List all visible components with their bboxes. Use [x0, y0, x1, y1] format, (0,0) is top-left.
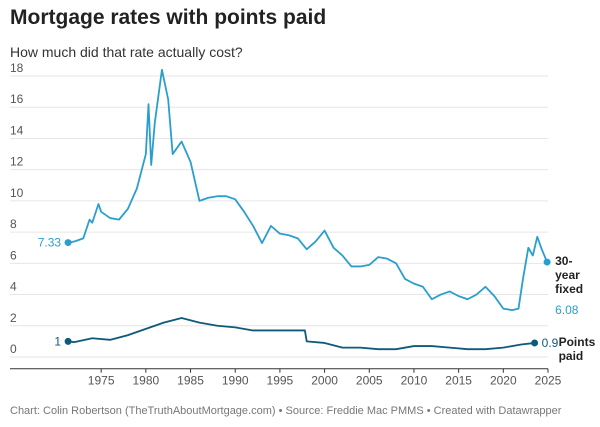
end-dot	[543, 258, 551, 266]
y-tick-label: 0	[10, 342, 17, 356]
y-tick-label: 4	[10, 280, 17, 294]
line	[67, 317, 535, 351]
y-tick-label: 10	[10, 186, 24, 200]
series-label: 30-year fixed	[555, 254, 584, 297]
line	[67, 68, 548, 312]
x-tick-label: 2020	[490, 374, 517, 388]
start-label: 1	[54, 334, 61, 348]
start-label: 7.33	[38, 236, 62, 250]
y-tick-label: 8	[10, 217, 17, 231]
x-tick-label: 2005	[356, 374, 383, 388]
series-label: Points paid	[558, 334, 596, 363]
chart-title: Mortgage rates with points paid	[10, 6, 327, 29]
y-tick-label: 2	[10, 311, 17, 325]
chart-subtitle: How much did that rate actually cost?	[10, 44, 243, 60]
end-label: 6.08	[555, 303, 579, 317]
x-tick-label: 1975	[88, 374, 115, 388]
x-tick-label: 2000	[311, 374, 338, 388]
chart-footer: Chart: Colin Robertson (TheTruthAboutMor…	[10, 405, 562, 417]
x-tick-label: 2015	[445, 374, 472, 388]
x-tick-label: 1980	[132, 374, 159, 388]
y-tick-label: 14	[10, 123, 24, 137]
x-tick-label: 1990	[222, 374, 249, 388]
end-dot	[64, 337, 72, 345]
x-tick-label: 2010	[401, 374, 428, 388]
end-label: 0.9	[542, 336, 559, 350]
y-tick-label: 6	[10, 248, 17, 262]
end-dot	[64, 239, 72, 247]
y-tick-label: 16	[10, 92, 24, 106]
y-tick-label: 12	[10, 155, 24, 169]
x-tick-label: 1995	[267, 374, 294, 388]
y-tick-label: 18	[10, 61, 24, 75]
x-tick-label: 1985	[177, 374, 204, 388]
end-dot	[531, 339, 539, 347]
x-tick-label: 2025	[535, 374, 562, 388]
